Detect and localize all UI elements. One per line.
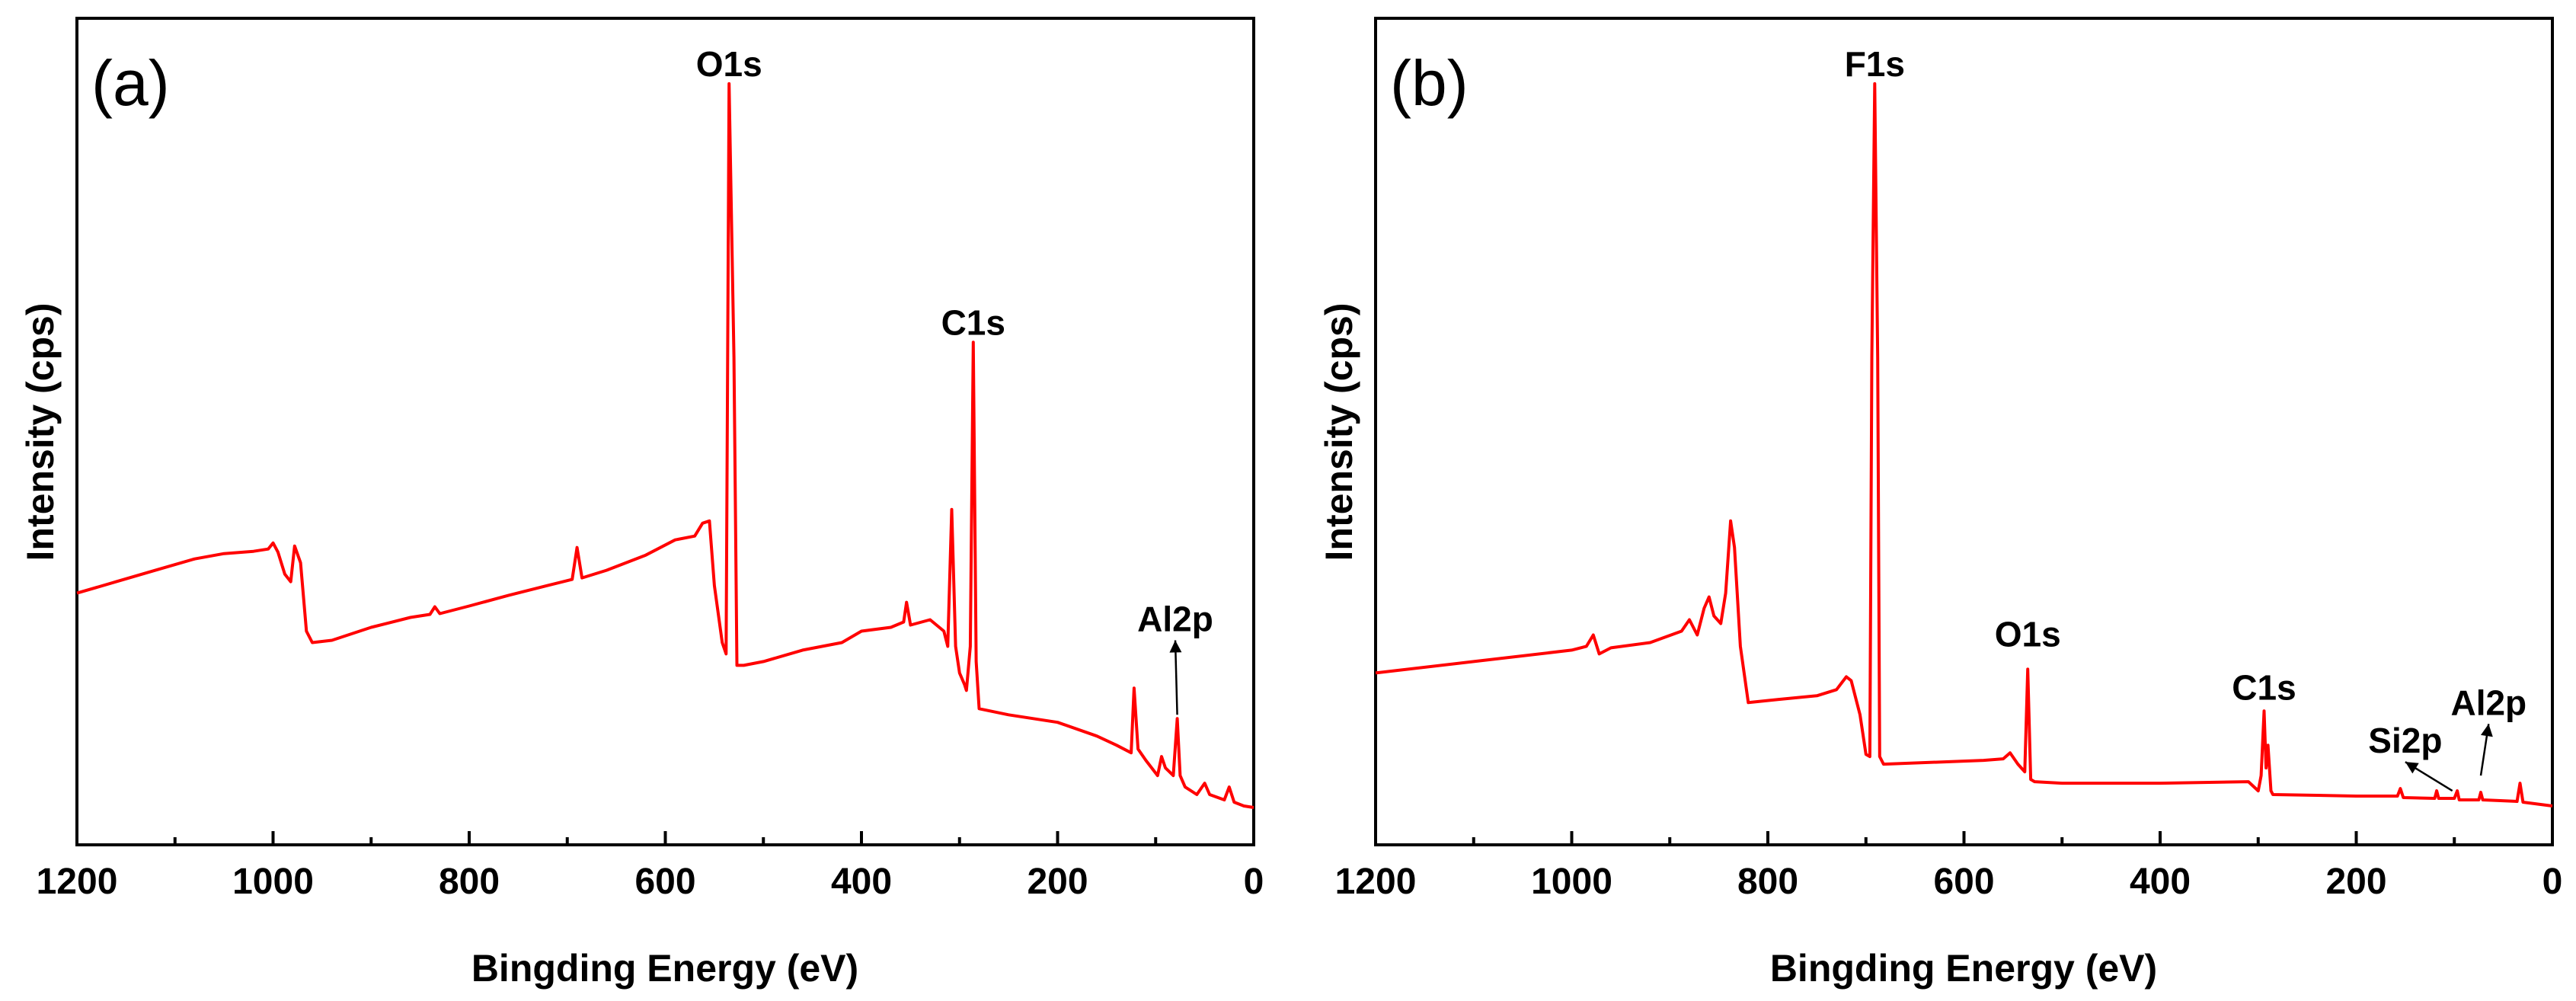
peak-label-si2p: Si2p [2368,721,2442,760]
annotation-arrowhead [1169,640,1182,653]
spectrum-line [76,82,1254,809]
peak-label-o1s: O1s [696,44,762,84]
annotation-arrow [1174,640,1178,715]
spectrum-line [1375,82,2553,808]
peak-label-o1s: O1s [1995,614,2061,654]
panel-a-peak-labels: O1s C1s Al2p [696,44,1213,639]
panel-b-series [1375,82,2553,808]
panel-a: (a) 1200 1000 800 600 400 200 0 Bingding… [19,17,1264,990]
panel-b-tick-label: 1200 [1335,862,1417,902]
panel-b-ticks [1374,831,2554,845]
annotation-arrowhead [2405,762,2419,774]
panel-b-tick-label: 200 [2325,862,2386,902]
panel-a-tick-labels: 1200 1000 800 600 400 200 0 [37,862,1264,902]
panel-a-ticks [75,831,1255,845]
panel-b-tick-label: 800 [1737,862,1798,902]
panel-a-tick-label: 600 [634,862,695,902]
panel-a-tick-label: 0 [1244,862,1264,902]
peak-label-al2p: Al2p [2450,683,2526,722]
panel-b-y-axis-title: Intensity (cps) [1318,303,1360,561]
peak-label-al2p: Al2p [1137,599,1213,638]
panel-a-tick-label: 800 [439,862,500,902]
annotation-arrowhead [2481,724,2493,737]
panel-b: (b) 1200 1000 800 600 400 200 0 Bingding… [1318,17,2563,990]
panel-b-tick-label: 1000 [1531,862,1612,902]
panel-a-series [76,82,1254,809]
panel-a-tick-label: 400 [831,862,892,902]
panel-b-label: (b) [1390,47,1469,119]
panel-a-arrows [1169,640,1182,715]
panel-b-tick-label: 600 [1933,862,1994,902]
peak-label-c1s: C1s [941,302,1005,342]
panel-b-tick-labels: 1200 1000 800 600 400 200 0 [1335,862,2563,902]
panel-a-tick-label: 1200 [37,862,118,902]
panel-b-x-axis-title: Bingding Energy (eV) [1770,947,2157,990]
panel-a-x-axis-title: Bingding Energy (eV) [471,947,858,990]
panel-a-tick-label: 200 [1027,862,1088,902]
peak-label-f1s: F1s [1845,44,1905,84]
panel-a-y-axis-title: Intensity (cps) [19,303,62,561]
peak-label-c1s: C1s [2232,667,2296,707]
panel-b-tick-label: 0 [2542,862,2563,902]
panel-b-peak-labels: F1s O1s C1s Si2p Al2p [1845,44,2526,760]
panel-a-label: (a) [91,47,170,119]
panel-a-tick-label: 1000 [232,862,314,902]
panel-b-arrows [2405,724,2493,792]
panel-b-tick-label: 400 [2130,862,2191,902]
